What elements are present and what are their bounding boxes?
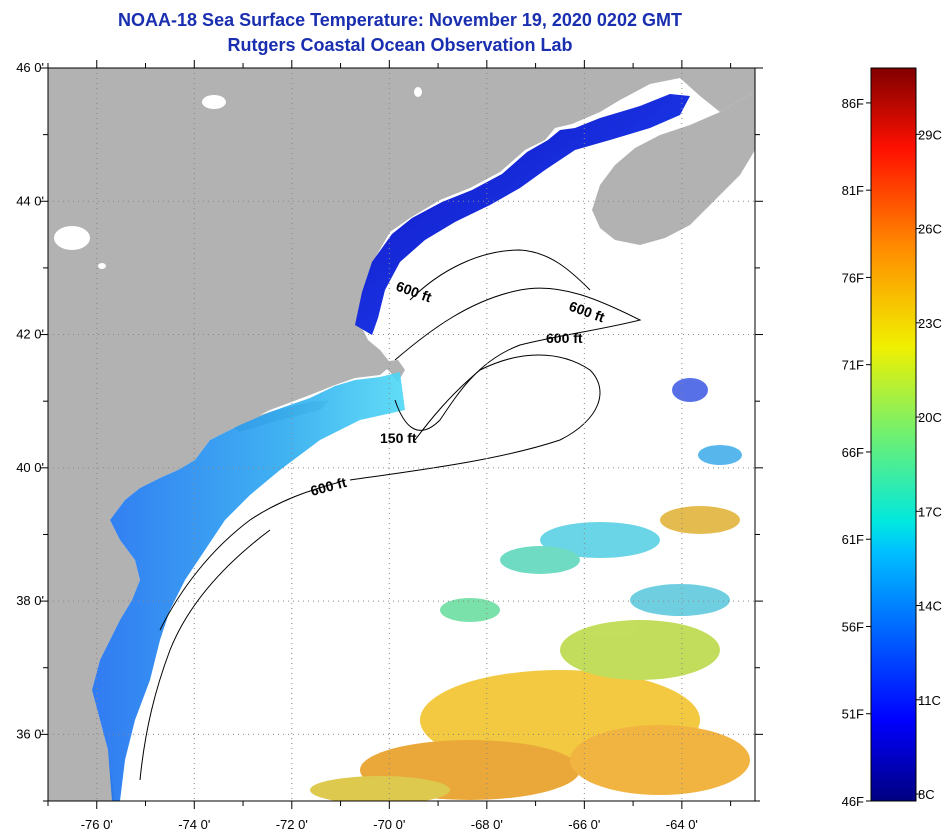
contour-label: 600 ft — [546, 330, 583, 346]
longitude-labels: -76 0' -74 0' -72 0' -70 0' -68 0' -66 0' -64 … — [81, 817, 698, 832]
map-frame — [47, 67, 756, 802]
fahrenheit-label: 56F — [842, 619, 864, 634]
mid-atlantic-coastal-water — [92, 372, 405, 801]
longitude-tick-label: -72 0' — [276, 817, 308, 832]
celsius-label: 11C — [918, 693, 941, 708]
celsius-label: 20C — [918, 410, 942, 425]
fahrenheit-label: 66F — [842, 445, 864, 460]
latitude-tick-label: 38 0' — [16, 593, 44, 608]
celsius-label: 29C — [918, 127, 942, 142]
nova-scotia-landmass — [592, 92, 755, 245]
longitude-tick-label: -64 0' — [666, 817, 698, 832]
fahrenheit-label: 51F — [842, 707, 864, 722]
latitude-labels: 46 0' 44 0' 42 0' 40 0' 38 0' 36 0' — [16, 60, 44, 741]
longitude-tick-label: -66 0' — [568, 817, 600, 832]
fahrenheit-label: 61F — [842, 532, 864, 547]
inland-lakes — [54, 87, 422, 269]
longitude-tick-label: -74 0' — [178, 817, 210, 832]
gulf-of-maine-cold-water — [355, 94, 690, 335]
colorbar-gradient — [870, 67, 917, 802]
celsius-label: 14C — [918, 599, 942, 614]
celsius-label: 17C — [918, 504, 942, 519]
latitude-tick-label: 46 0' — [16, 60, 44, 75]
fahrenheit-label: 86F — [842, 96, 864, 111]
fahrenheit-label: 76F — [842, 270, 864, 285]
map-subtitle: Rutgers Coastal Ocean Observation Lab — [227, 35, 573, 55]
cooler-offshore-patches — [440, 378, 742, 622]
fahrenheit-scale: 86F 81F 76F 71F 66F 61F 56F 51F 46F — [842, 96, 871, 809]
celsius-scale: 29C 26C 23C 20C 17C 14C 11C 8C — [916, 127, 942, 802]
latitude-tick-label: 40 0' — [16, 460, 44, 475]
latitude-tick-label: 42 0' — [16, 327, 44, 342]
celsius-label: 8C — [918, 787, 935, 802]
celsius-label: 26C — [918, 222, 942, 237]
fahrenheit-label: 81F — [842, 183, 864, 198]
fahrenheit-label: 71F — [842, 358, 864, 373]
gulf-stream-warm-patches — [310, 506, 750, 801]
longitude-tick-label: -76 0' — [81, 817, 113, 832]
latitude-tick-label: 44 0' — [16, 193, 44, 208]
graticule — [48, 68, 755, 801]
celsius-label: 23C — [918, 316, 942, 331]
axis-ticks — [40, 60, 763, 809]
fahrenheit-label: 46F — [842, 794, 864, 809]
mainland-landmass — [48, 68, 755, 801]
longitude-tick-label: -68 0' — [471, 817, 503, 832]
map-title: NOAA-18 Sea Surface Temperature: Novembe… — [118, 10, 682, 30]
depth-contours — [139, 249, 642, 781]
longitude-tick-label: -70 0' — [373, 817, 405, 832]
latitude-tick-label: 36 0' — [16, 726, 44, 741]
